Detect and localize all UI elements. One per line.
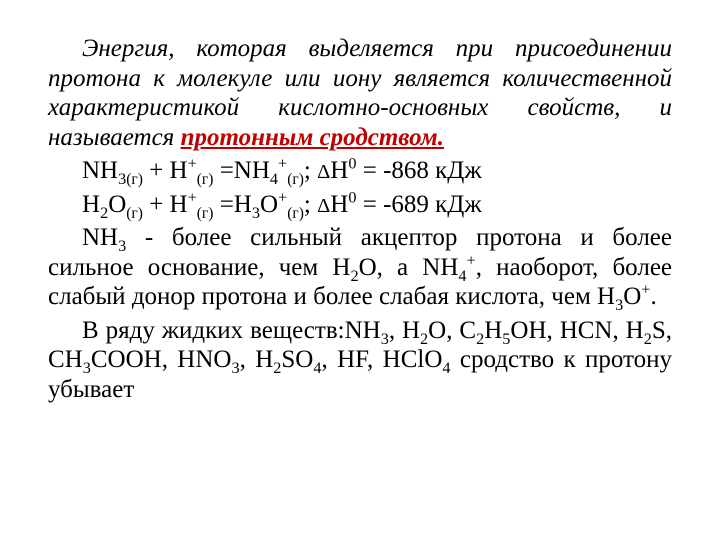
equation-2: H2O(г) + H+(г) =H3O+(г); ΔH0 = -689 кДж: [48, 190, 672, 220]
paragraph-series: В ряду жидких веществ:NH3, H2O, C2H5OH, …: [48, 316, 672, 405]
document-page: Энергия, которая выделяется при присоеди…: [0, 0, 720, 540]
paragraph-comparison: NH3 - более сильный акцептор протона и б…: [48, 223, 672, 312]
paragraph-intro: Энергия, которая выделяется при присоеди…: [48, 34, 672, 152]
equation-1: NH3(г) + H+(г) =NH4+(г); ΔH0 = -868 кДж: [48, 156, 672, 186]
term-proton-affinity: протонным сродством.: [181, 124, 444, 151]
